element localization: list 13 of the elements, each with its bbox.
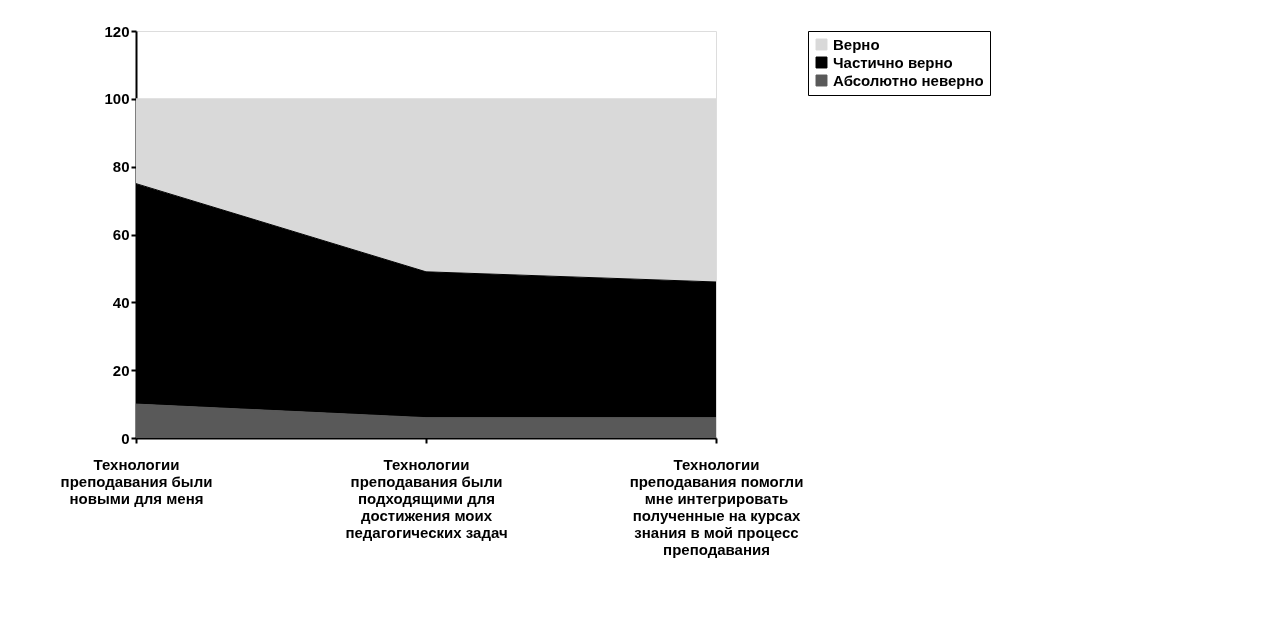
x-tick-label: Технологии преподавания были подходящими для достижения моих педагогических задач (345, 455, 508, 541)
x-tick-label: Технологии преподавания помогли мне интегрировать полученные на курсах знания в мой процесс преподавания (629, 455, 804, 558)
y-tick-label: 60 (112, 226, 130, 243)
y-tick-label: 40 (112, 293, 130, 311)
y-tick-label: 80 (112, 158, 130, 176)
y-tick-label: 120 (104, 22, 130, 40)
y-tick-label: 20 (112, 361, 130, 379)
legend-label: Частично верно (833, 53, 953, 71)
legend-label: Верно (833, 35, 880, 53)
x-tick-label: Технологии преподавания были новыми для меня (60, 455, 213, 507)
y-tick-label: 0 (121, 429, 130, 447)
legend-label: Абсолютно неверно (833, 71, 984, 89)
y-tick-label: 100 (104, 90, 130, 108)
